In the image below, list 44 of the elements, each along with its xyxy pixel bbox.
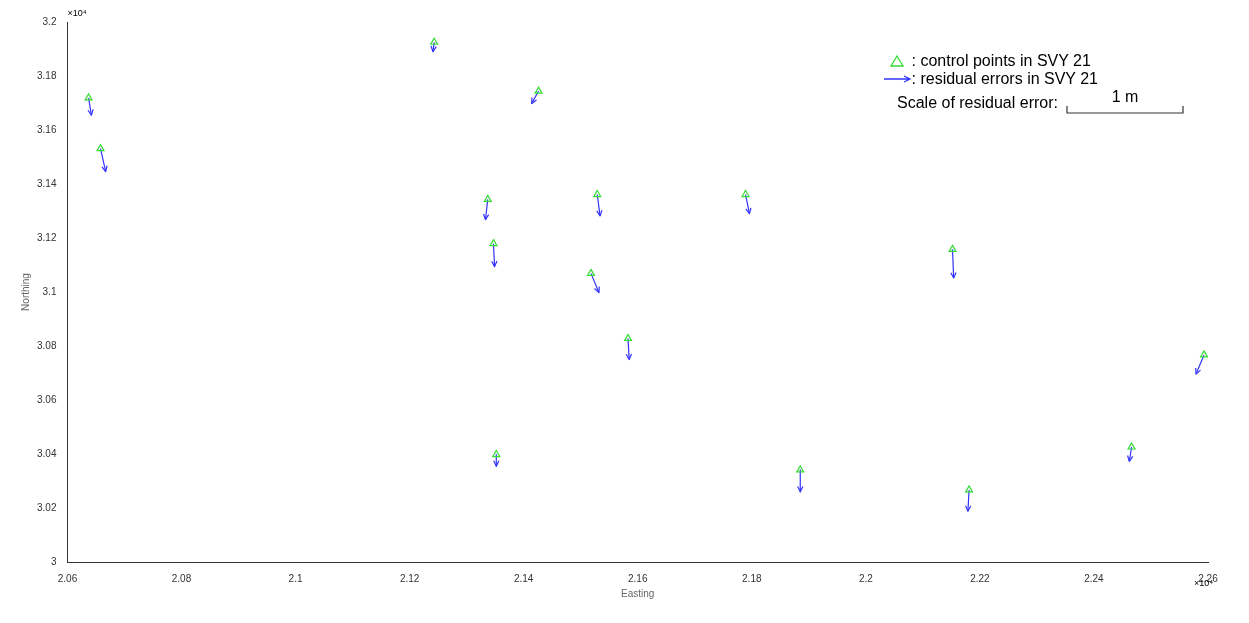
point [534,86,543,94]
point [430,37,439,45]
y-tick-label: 3.16 [36,123,57,135]
y-tick-label: 3.18 [36,69,57,81]
x-tick-label: 2.14 [513,572,534,584]
y-tick-label: 3.06 [36,393,57,405]
point [84,93,93,101]
x-tick-label: 2.12 [399,572,420,584]
y-tick-label: 3.12 [36,231,57,243]
x-tick-label: 2.1 [288,572,303,584]
x-tick-label: 2.08 [171,572,192,584]
legend-label: : control points in SVY 21 [911,52,1091,70]
point [1127,442,1136,450]
annotation: 1 m [1110,88,1140,106]
x-tick-label: 2.18 [742,572,762,584]
x-tick-label: 2.22 [970,572,991,584]
y-tick-label: 3.2 [42,15,57,27]
point [741,189,750,198]
point [1199,350,1208,358]
point [796,465,805,473]
y-axis-title: Northing [19,273,31,311]
point [948,244,957,252]
point [593,189,602,198]
annotation: Scale of residual error: [897,94,1058,112]
point [964,485,974,493]
x-axis-title: Easting [621,587,655,599]
x-tick-label: 2.06 [57,572,78,584]
legend-label: : residual errors in SVY 21 [911,70,1098,88]
y-tick-label: 3.14 [36,177,57,189]
point [586,268,596,276]
y-tick-label: 3.04 [36,447,57,459]
y-tick-label: 3.02 [36,501,57,513]
x-tick-label: 2.2 [858,572,874,584]
x-tick-label: 2.24 [1084,572,1105,584]
point [96,144,105,152]
point [623,333,633,342]
point [483,194,492,202]
y-tick-label: 3 [50,555,57,567]
y-tick-label: 3.1 [42,285,57,297]
y-tick-label: 3.08 [36,339,57,351]
point [492,449,501,458]
point [489,239,498,247]
x-tick-label: 2.16 [628,572,648,584]
text: ×10⁴ [67,8,87,18]
